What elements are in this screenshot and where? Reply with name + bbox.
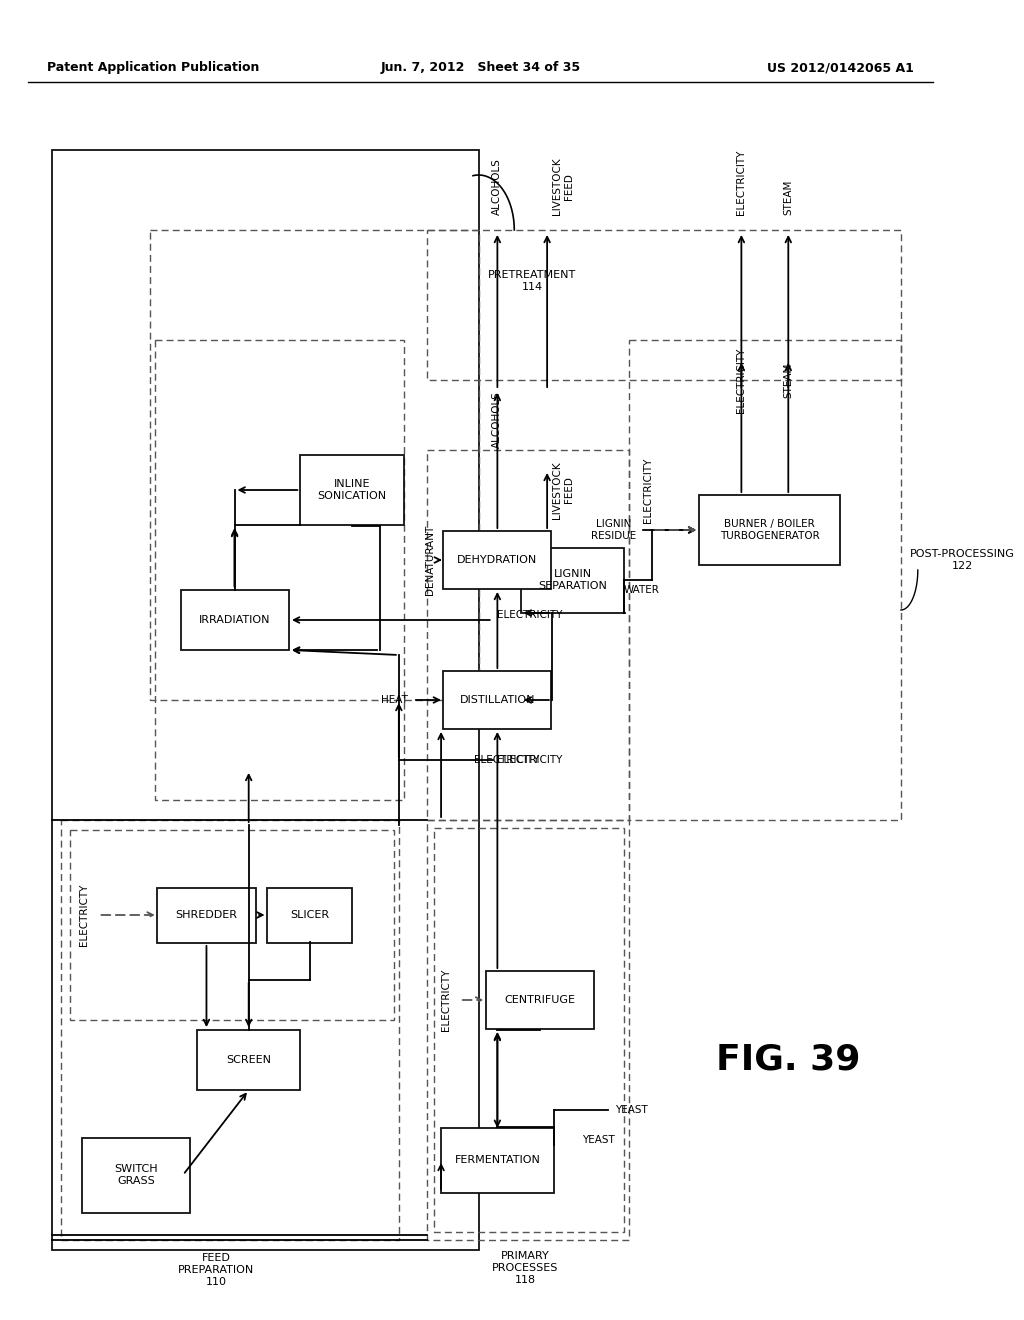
- Text: HEAT: HEAT: [381, 696, 409, 705]
- Text: IRRADIATION: IRRADIATION: [199, 615, 270, 624]
- Text: PRIMARY
PROCESSES
118: PRIMARY PROCESSES 118: [493, 1251, 559, 1284]
- Text: DENATURANT: DENATURANT: [425, 525, 435, 595]
- Text: LIVESTOCK
FEED: LIVESTOCK FEED: [552, 461, 573, 519]
- Bar: [71, 830, 394, 1020]
- Bar: [197, 1030, 300, 1090]
- Bar: [155, 341, 403, 800]
- Text: LIGNIN
SEPARATION: LIGNIN SEPARATION: [538, 569, 607, 591]
- Text: LIGNIN
RESIDUE: LIGNIN RESIDUE: [591, 519, 636, 541]
- Text: INLINE
SONICATION: INLINE SONICATION: [317, 479, 386, 500]
- Bar: [521, 548, 624, 612]
- Bar: [427, 230, 901, 380]
- Text: ELECTRICTY: ELECTRICTY: [440, 969, 451, 1031]
- Text: ELECTRICITY: ELECTRICITY: [642, 457, 652, 523]
- Bar: [441, 1127, 554, 1192]
- Text: DEHYDRATION: DEHYDRATION: [458, 554, 538, 565]
- Text: LIVESTOCK
FEED: LIVESTOCK FEED: [552, 157, 573, 215]
- Text: CENTRIFUGE: CENTRIFUGE: [504, 995, 575, 1005]
- Bar: [427, 820, 629, 1239]
- Text: ELECTRICITY: ELECTRICITY: [474, 755, 540, 766]
- Text: POST-PROCESSING
122: POST-PROCESSING 122: [910, 549, 1015, 570]
- Text: US 2012/0142065 A1: US 2012/0142065 A1: [767, 62, 914, 74]
- Text: SLICER: SLICER: [290, 909, 330, 920]
- Bar: [61, 820, 398, 1239]
- Bar: [433, 828, 624, 1232]
- Text: ALCOHOLS: ALCOHOLS: [493, 158, 503, 215]
- Text: FERMENTATION: FERMENTATION: [455, 1155, 541, 1166]
- Bar: [82, 1138, 190, 1213]
- Bar: [485, 972, 594, 1030]
- Text: PRETREATMENT
114: PRETREATMENT 114: [488, 271, 577, 292]
- Text: FEED
PREPARATION
110: FEED PREPARATION 110: [178, 1254, 254, 1287]
- Text: YEAST: YEAST: [582, 1135, 614, 1144]
- Text: SHREDDER: SHREDDER: [175, 909, 238, 920]
- Bar: [629, 341, 901, 820]
- Text: STEAM: STEAM: [783, 180, 794, 215]
- Bar: [699, 495, 840, 565]
- Text: YEAST: YEAST: [614, 1105, 647, 1115]
- Bar: [443, 531, 551, 589]
- Text: SWITCH
GRASS: SWITCH GRASS: [115, 1164, 158, 1185]
- Text: ELECTRICTY: ELECTRICTY: [80, 884, 89, 946]
- Text: Patent Application Publication: Patent Application Publication: [47, 62, 259, 74]
- Text: FIG. 39: FIG. 39: [716, 1043, 860, 1077]
- Text: ELECTRICITY: ELECTRICITY: [498, 610, 563, 620]
- Text: ALCOHOLS: ALCOHOLS: [493, 392, 503, 449]
- Text: ELECTRICITY: ELECTRICITY: [736, 347, 746, 413]
- Text: DISTILLATION: DISTILLATION: [460, 696, 536, 705]
- Text: Jun. 7, 2012   Sheet 34 of 35: Jun. 7, 2012 Sheet 34 of 35: [381, 62, 581, 74]
- Text: WATER: WATER: [624, 585, 659, 595]
- Bar: [158, 887, 256, 942]
- Bar: [427, 450, 629, 820]
- Bar: [151, 230, 478, 700]
- Text: ELECTRICITY: ELECTRICITY: [736, 149, 746, 215]
- Bar: [180, 590, 289, 649]
- Bar: [300, 455, 403, 525]
- Text: BURNER / BOILER
TURBOGENERATOR: BURNER / BOILER TURBOGENERATOR: [720, 519, 819, 541]
- Bar: [443, 671, 551, 729]
- Text: ELECTRICITY: ELECTRICITY: [498, 755, 563, 766]
- Bar: [267, 887, 352, 942]
- Bar: [51, 150, 478, 1250]
- Text: STEAM: STEAM: [783, 362, 794, 397]
- Text: SCREEN: SCREEN: [226, 1055, 271, 1065]
